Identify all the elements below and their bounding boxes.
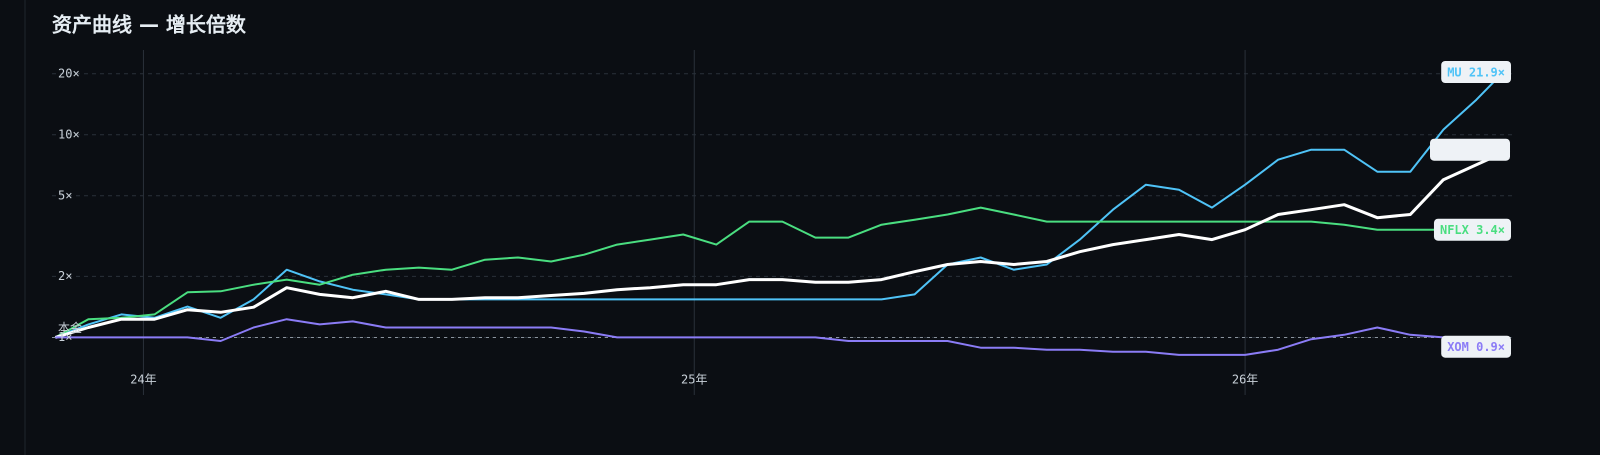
- series-line: [54, 65, 1511, 339]
- y-tick-label: 5×: [58, 188, 72, 202]
- end-label-box: [1441, 61, 1511, 83]
- y-tick-label: 20×: [58, 66, 80, 80]
- y-tick-label: 10×: [58, 127, 80, 141]
- chart-title: 资产曲线 — 增长倍数: [52, 13, 247, 37]
- series-line: [55, 318, 1510, 356]
- lines: [54, 65, 1511, 356]
- labels: 1× 2× 5× 10× 20× 24年 25年 26年 本金 MU 21.9× NFLX 3.4×…: [58, 61, 1511, 387]
- reference-label: 本金: [58, 320, 82, 335]
- series-line: [54, 206, 1510, 339]
- end-label: NFLX 3.4×: [1440, 223, 1505, 237]
- end-label: XOM 0.9×: [1447, 340, 1505, 354]
- series-line: [54, 148, 1511, 339]
- end-label-box: [1441, 335, 1511, 358]
- x-tick-label: 24年: [130, 373, 156, 387]
- end-label-box: [1433, 218, 1511, 241]
- x-tick-label: 25年: [681, 373, 707, 387]
- y-tick-label: 1×: [58, 330, 72, 344]
- end-label: MU 21.9×: [1447, 66, 1505, 80]
- end-label-box: [1430, 138, 1510, 161]
- y-tick-label: 2×: [58, 269, 72, 283]
- x-tick-label: 26年: [1232, 373, 1258, 387]
